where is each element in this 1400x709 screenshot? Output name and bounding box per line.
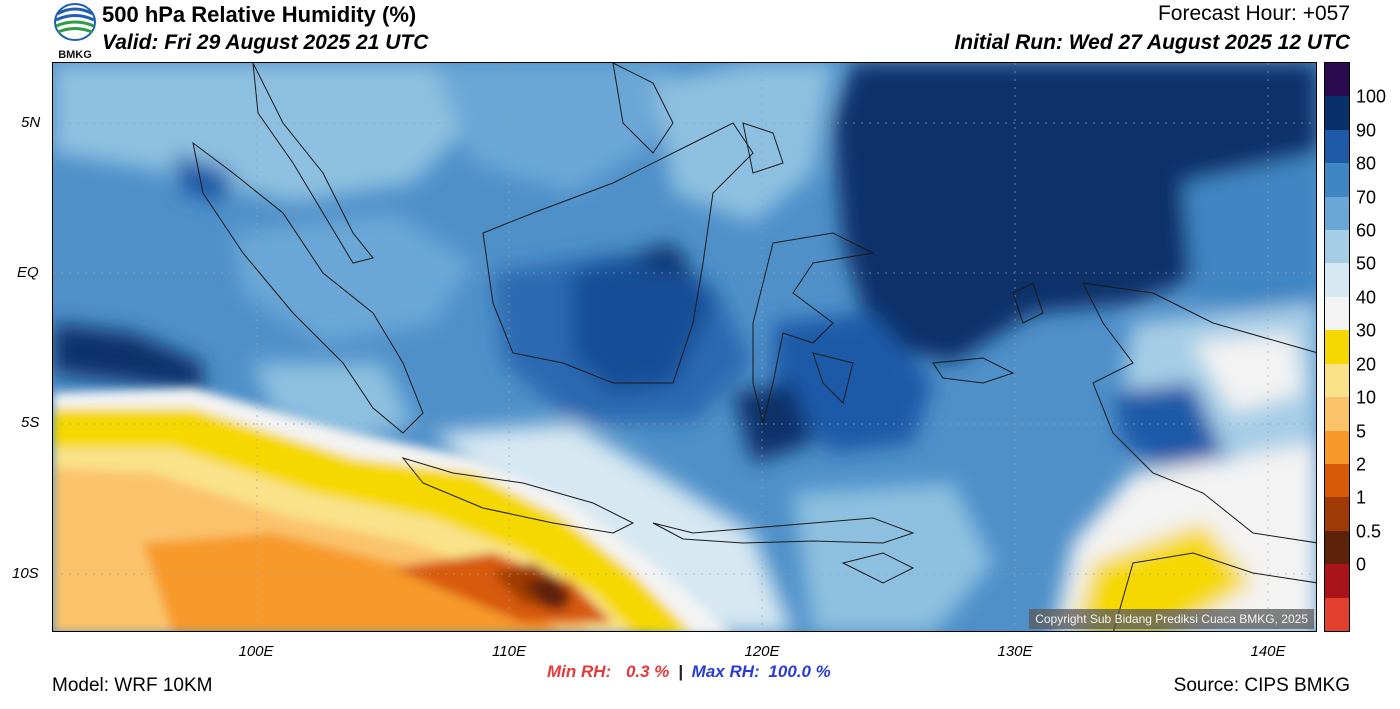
- colorbar-label: 5: [1356, 421, 1367, 442]
- colorbar-label: 60: [1356, 220, 1377, 241]
- colorbar-label: 0: [1356, 554, 1367, 575]
- colorbar-segment: [1325, 96, 1349, 131]
- model-name: Model: WRF 10KM: [52, 675, 213, 696]
- valid-time: Valid: Fri 29 August 2025 21 UTC: [102, 31, 429, 54]
- humidity-map: Copyright Sub Bidang Prediksi Cuaca BMKG…: [52, 62, 1317, 632]
- colorbar-segment: [1325, 363, 1349, 398]
- colorbar-label: 50: [1356, 253, 1377, 274]
- lat-label-eq: EQ: [17, 264, 39, 281]
- colorbar-segment: [1325, 430, 1349, 465]
- bmkg-logo: BMKG: [51, 2, 99, 61]
- colorbar-label: 30: [1356, 320, 1377, 341]
- source-name: Source: CIPS BMKG: [1173, 675, 1350, 696]
- colorbar-segment: [1325, 530, 1349, 565]
- lat-label-10s: 10S: [12, 565, 39, 582]
- lat-label-5s: 5S: [21, 414, 40, 431]
- colorbar-label: 70: [1356, 187, 1377, 208]
- colorbar-label: 20: [1356, 354, 1377, 375]
- min-max-summary: Min RH: 0.3 % | Max RH: 100.0 %: [547, 662, 831, 682]
- lat-label-5n: 5N: [21, 114, 41, 131]
- colorbar-label: 90: [1356, 120, 1377, 141]
- initial-run: Initial Run: Wed 27 August 2025 12 UTC: [954, 31, 1350, 54]
- lon-label-130e: 130E: [997, 643, 1033, 660]
- min-rh-label: Min RH:: [547, 662, 612, 681]
- min-rh-value: 0.3 %: [625, 662, 670, 681]
- colorbar-label: 1: [1356, 487, 1367, 508]
- logo-text: BMKG: [58, 49, 92, 60]
- colorbar-label: 2: [1356, 454, 1367, 475]
- colorbar-label: 40: [1356, 287, 1377, 308]
- colorbar-segment: [1325, 463, 1349, 498]
- lon-label-100e: 100E: [238, 643, 274, 660]
- copyright-note: Copyright Sub Bidang Prediksi Cuaca BMKG…: [1029, 609, 1314, 629]
- forecast-hour: Forecast Hour: +057: [1157, 2, 1350, 25]
- colorbar-segment: [1325, 497, 1349, 532]
- lon-label-110e: 110E: [492, 643, 526, 660]
- lon-label-120e: 120E: [744, 643, 780, 660]
- lon-label-140e: 140E: [1250, 643, 1286, 660]
- colorbar-segment: [1325, 163, 1349, 198]
- colorbar-segment: [1325, 597, 1349, 632]
- minmax-separator: |: [678, 662, 683, 681]
- max-rh-value: 100.0 %: [768, 662, 831, 681]
- colorbar-segment: [1325, 230, 1349, 264]
- colorbar-label: 80: [1356, 153, 1377, 174]
- colorbar-segment: [1325, 196, 1349, 231]
- colorbar-segment: [1325, 263, 1349, 298]
- map-title: 500 hPa Relative Humidity (%): [102, 2, 417, 27]
- colorbar-segment: [1325, 129, 1349, 164]
- max-rh-label: Max RH:: [691, 662, 760, 681]
- colorbar-label: 100: [1356, 86, 1387, 107]
- colorbar-segment: [1325, 564, 1349, 599]
- humidity-field: [53, 63, 1316, 631]
- colorbar-segment: [1325, 296, 1349, 331]
- colorbar-segment: [1325, 397, 1349, 432]
- colorbar-label: 10: [1356, 387, 1377, 408]
- colorbar-segment: [1325, 63, 1349, 97]
- colorbar-label: 0.5: [1356, 521, 1382, 542]
- colorbar: [1324, 62, 1350, 632]
- colorbar-segment: [1325, 330, 1349, 365]
